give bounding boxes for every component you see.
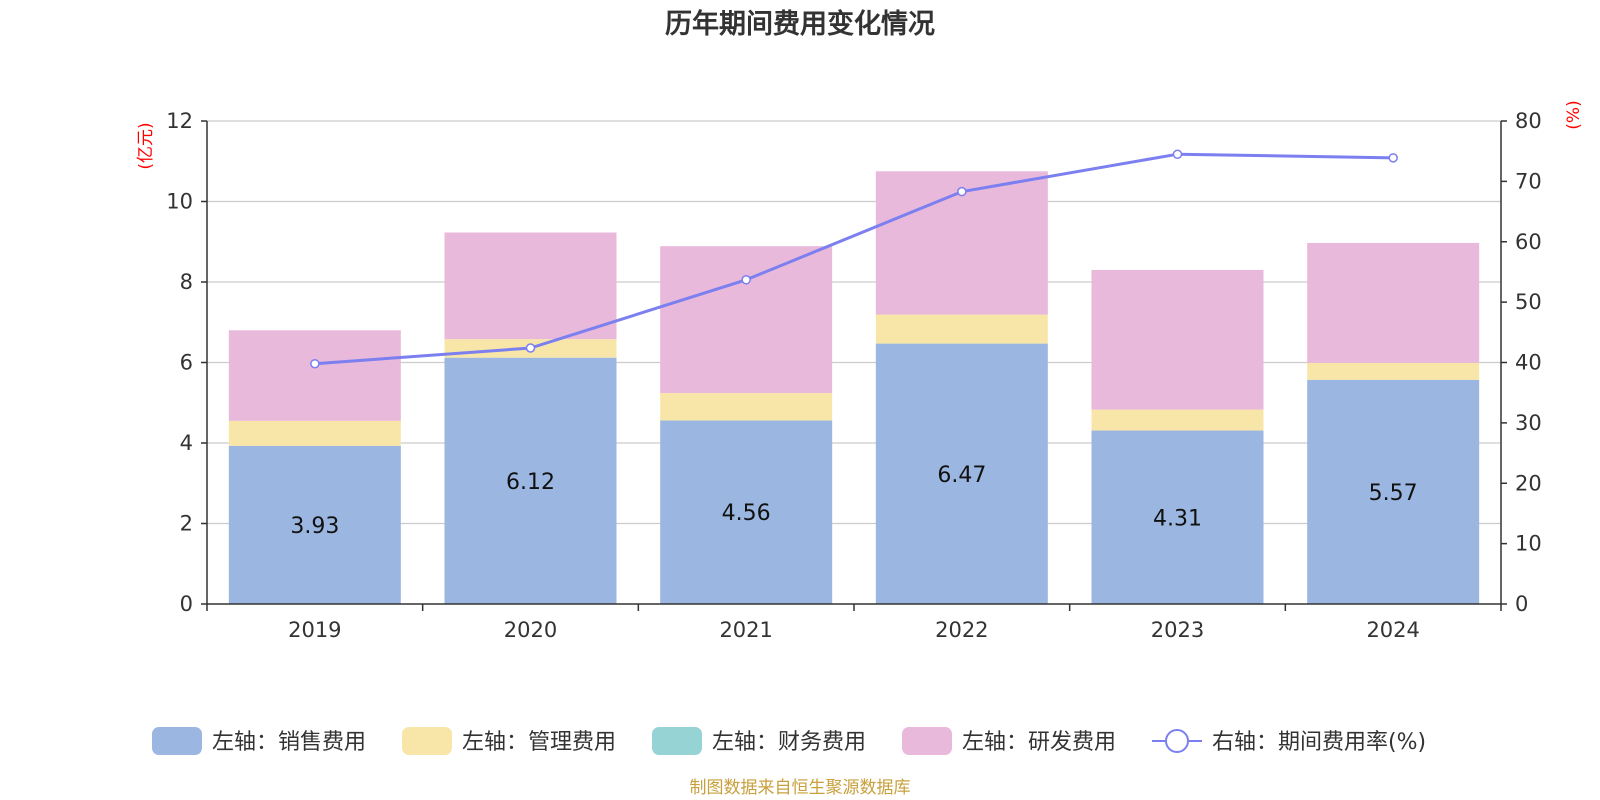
bar-data-label: 4.31 xyxy=(1153,506,1202,531)
left-axis-tick-label: 10 xyxy=(166,190,193,214)
bar-data-label: 5.57 xyxy=(1369,481,1418,506)
rate-point xyxy=(1172,149,1183,159)
bar-segment xyxy=(228,445,401,604)
right-axis-tick-label: 60 xyxy=(1515,230,1542,254)
x-axis-tick-label: 2023 xyxy=(1151,618,1204,642)
x-axis-tick-label: 2024 xyxy=(1366,618,1419,642)
rate-point xyxy=(310,358,320,369)
axes: 0 2 4 6 8 10 12 0 10 20 30 40 50 60 70 80 2019 2020 2021 20… xyxy=(166,109,1541,642)
right-axis-unit: (%) xyxy=(1564,100,1584,129)
rate-point xyxy=(957,186,967,197)
right-axis-tick-label: 20 xyxy=(1515,471,1542,495)
right-axis-tick-label: 10 xyxy=(1515,532,1542,556)
legend-label: 左轴：研发费用 xyxy=(962,730,1116,755)
rate-point xyxy=(525,343,536,353)
bar-data-label: 4.56 xyxy=(722,501,771,526)
bar-data-label: 6.47 xyxy=(937,463,986,488)
bar-segment xyxy=(660,393,833,421)
left-axis-tick-label: 2 xyxy=(180,512,193,536)
bar-data-label: 6.12 xyxy=(506,470,555,495)
right-axis-tick-label: 80 xyxy=(1515,109,1542,133)
right-axis-tick-label: 50 xyxy=(1515,290,1542,314)
legend: 左轴：销售费用 左轴：管理费用 左轴：财务费用 左轴：研发费用 右轴：期间费用率(%) xyxy=(152,727,1426,755)
right-axis-tick-label: 40 xyxy=(1515,351,1542,375)
bar-segment xyxy=(228,420,401,446)
left-axis-tick-label: 6 xyxy=(180,351,193,375)
bar-segment xyxy=(1307,242,1480,363)
data-source-note: 制图数据来自恒生聚源数据库 xyxy=(690,778,911,798)
bar-segment xyxy=(1091,409,1264,431)
legend-swatch xyxy=(652,727,702,755)
legend-label: 左轴：销售费用 xyxy=(212,730,366,755)
rate-point xyxy=(741,275,751,285)
legend-label: 左轴：管理费用 xyxy=(462,730,616,755)
left-axis-unit: (亿元) xyxy=(136,122,156,169)
legend-label: 右轴：期间费用率(%) xyxy=(1212,730,1426,755)
left-axis-tick-label: 8 xyxy=(180,270,193,294)
bar-segment xyxy=(1307,362,1480,380)
bar-segment xyxy=(444,232,617,340)
bar-labels: 3.93 6.12 4.56 6.47 4.31 5.57 xyxy=(290,463,1417,539)
bar-segment xyxy=(444,357,617,604)
legend-swatch xyxy=(402,727,452,755)
legend-marker xyxy=(1165,729,1189,753)
bar-segment xyxy=(228,330,401,421)
x-axis-tick-label: 2020 xyxy=(504,618,557,642)
legend-swatch xyxy=(152,727,202,755)
legend-swatch xyxy=(902,727,952,755)
bar-segment xyxy=(1091,269,1264,410)
bar-segment xyxy=(875,343,1048,604)
left-axis-tick-label: 0 xyxy=(180,592,193,616)
right-axis-tick-label: 30 xyxy=(1515,411,1542,435)
left-axis-tick-label: 4 xyxy=(180,431,193,455)
bar-segment xyxy=(1091,430,1264,604)
line-series xyxy=(310,149,1398,369)
x-axis-tick-label: 2022 xyxy=(935,618,988,642)
bar-segment xyxy=(660,420,833,604)
bar-segment xyxy=(1307,379,1480,604)
x-axis-tick-label: 2021 xyxy=(719,618,772,642)
x-axis-tick-label: 2019 xyxy=(288,618,341,642)
legend-label: 左轴：财务费用 xyxy=(712,730,866,755)
bar-segment xyxy=(660,246,833,394)
bar-segment xyxy=(875,314,1048,344)
right-axis-tick-label: 0 xyxy=(1515,592,1528,616)
bar-data-label: 3.93 xyxy=(290,514,339,539)
right-axis-tick-label: 70 xyxy=(1515,169,1542,193)
grid-lines xyxy=(207,120,1501,525)
left-axis-tick-label: 12 xyxy=(166,109,193,133)
chart-title: 历年期间费用变化情况 xyxy=(665,8,935,40)
rate-line xyxy=(314,152,1394,366)
rate-point xyxy=(1388,153,1398,163)
